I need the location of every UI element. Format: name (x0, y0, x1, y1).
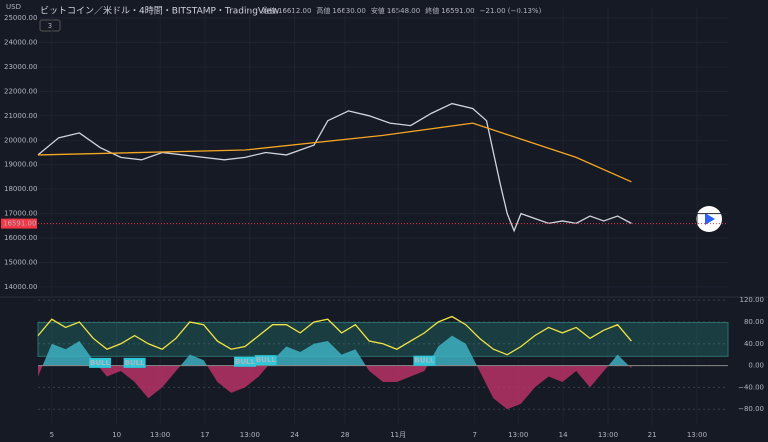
annotation: BULL (235, 358, 255, 366)
y-tick-label: 40.00 (744, 340, 764, 348)
x-tick-label: 13:00 (598, 431, 618, 439)
last-price-label: 16591.00 (3, 220, 36, 228)
price-line (37, 122, 632, 183)
indicator-count: 3 (48, 22, 52, 30)
y-tick-label: 24000.00 (4, 38, 37, 46)
ohlc-value: 16591.00 (441, 7, 474, 15)
y-tick-label: 22000.00 (4, 87, 37, 95)
annotation: BULL (90, 359, 110, 367)
y-tick-label: 17000.00 (4, 210, 37, 218)
y-tick-label: 20000.00 (4, 136, 37, 144)
price-line (37, 102, 632, 233)
y-tick-label: 19000.00 (4, 161, 37, 169)
ohlc-label: 高値 (316, 6, 330, 15)
annotation-box (89, 357, 112, 368)
x-tick-label: 14 (559, 431, 568, 439)
y-tick-label: 120.00 (740, 296, 765, 304)
y-tick-label: −40.00 (738, 383, 764, 391)
oscillator-area (42, 335, 629, 366)
annotation: BULL (125, 359, 145, 367)
x-tick-label: 24 (290, 431, 299, 439)
y-tick-label: 25000.00 (4, 14, 37, 22)
annotation: BULL (414, 357, 434, 365)
x-tick-label: 13:00 (240, 431, 260, 439)
x-tick-label: 13:00 (150, 431, 170, 439)
y-tick-label: 16000.00 (4, 234, 37, 242)
y-tick-label: 21000.00 (4, 112, 37, 120)
y-tick-label: 23000.00 (4, 63, 37, 71)
annotation-box (254, 355, 277, 366)
x-tick-label: 28 (341, 431, 350, 439)
y-tick-label: 0.00 (748, 362, 764, 370)
x-tick-label: 21 (648, 431, 657, 439)
oscillator-area (38, 365, 632, 410)
oscillator-line (37, 315, 632, 356)
y-tick-label: 14000.00 (4, 283, 37, 291)
ohlc-value: 16630.00 (332, 7, 365, 15)
ohlc-label: 始値 (262, 6, 276, 15)
x-tick-label: 11月 (390, 431, 406, 439)
y-tick-label: −80.00 (738, 405, 764, 413)
x-tick-label: 13:00 (687, 431, 707, 439)
indicator-toggle[interactable] (39, 19, 61, 32)
y-tick-label: 15000.00 (4, 258, 37, 266)
play-icon (705, 213, 715, 225)
currency: USD (6, 3, 21, 11)
x-tick-label: 13:00 (508, 431, 528, 439)
x-tick-label: 5 (50, 431, 54, 439)
annotation-box (123, 357, 146, 368)
band (37, 322, 729, 357)
y-tick-label: 18000.00 (4, 185, 37, 193)
ohlc-value: −21.00 (−0.13%) (480, 7, 542, 15)
x-tick-label: 10 (112, 431, 121, 439)
annotation: BULL (256, 356, 276, 364)
ohlc-label: 安値 (371, 6, 385, 15)
annotation-box (234, 356, 256, 367)
x-tick-label: 7 (473, 431, 477, 439)
x-tick-label: 17 (201, 431, 210, 439)
y-tick-label: 80.00 (744, 318, 764, 326)
ohlc-value: 16548.00 (387, 7, 420, 15)
annotation-box (413, 355, 436, 366)
last-price-tag (1, 218, 37, 229)
ohlc-label: 終値 (425, 6, 439, 15)
